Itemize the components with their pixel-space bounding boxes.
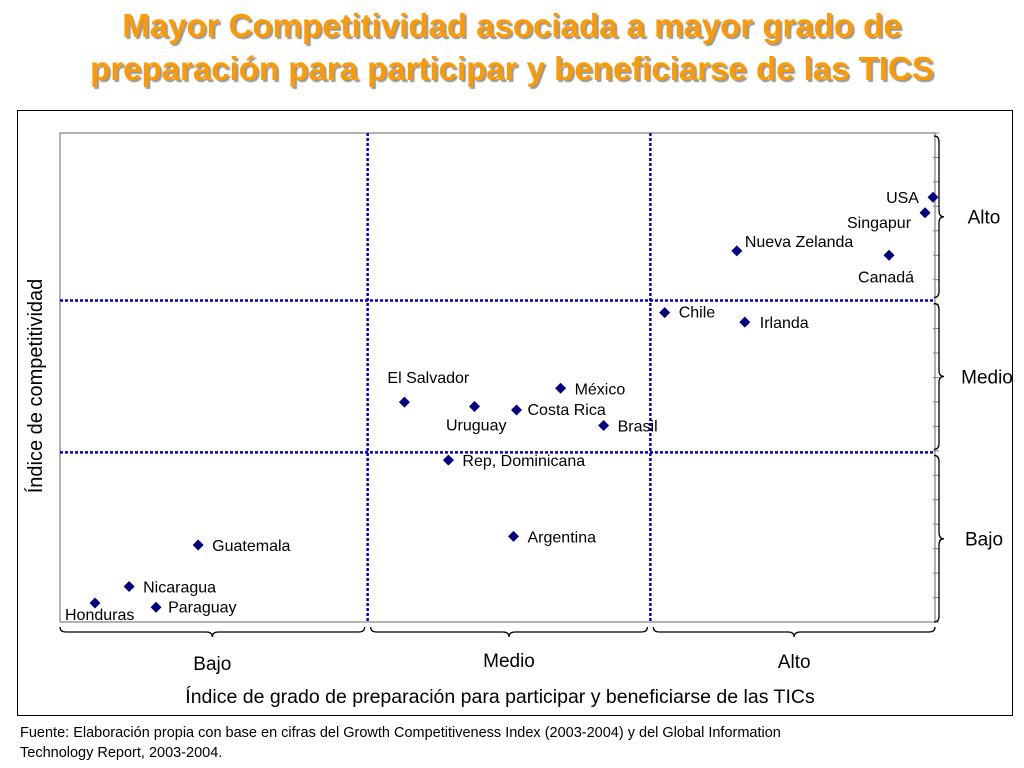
data-point-marker bbox=[927, 191, 939, 203]
data-point-label: Brasil bbox=[618, 419, 658, 436]
data-point-label: Nueva Zelanda bbox=[745, 234, 854, 251]
x-group-label: Medio bbox=[483, 651, 535, 672]
data-point-label: Canadá bbox=[858, 269, 914, 286]
x-group-bracket bbox=[370, 626, 649, 638]
data-point-marker bbox=[192, 539, 204, 551]
data-point-label: Costa Rica bbox=[527, 402, 605, 419]
data-point-label: Argentina bbox=[528, 529, 597, 546]
data-point-label: Nicaragua bbox=[143, 579, 216, 596]
x-group-label: Alto bbox=[778, 652, 811, 673]
data-point-marker bbox=[468, 400, 480, 412]
data-point-label: Rep, Dominicana bbox=[462, 453, 585, 470]
data-point-label: Irlanda bbox=[760, 315, 809, 332]
x-axis-label: Índice de grado de preparación para part… bbox=[185, 685, 815, 708]
data-point-label: Guatemala bbox=[212, 538, 290, 555]
group-brackets: Bajo Medio Alto Bajo Medio Alto bbox=[59, 135, 1013, 675]
data-point-marker bbox=[510, 404, 522, 416]
data-point-marker bbox=[398, 396, 410, 408]
data-point-marker bbox=[150, 601, 162, 613]
data-point-marker bbox=[883, 249, 895, 261]
chart-frame bbox=[17, 110, 1013, 716]
slide-title-line-1: Mayor Competitividad asociada a mayor gr… bbox=[122, 7, 902, 44]
data-point-marker bbox=[123, 580, 135, 592]
data-point-label: Uruguay bbox=[446, 417, 506, 434]
data-point-marker bbox=[739, 316, 751, 328]
data-point-marker bbox=[555, 382, 567, 394]
y-group-label: Alto bbox=[968, 208, 1001, 229]
data-point-label: El Salvador bbox=[387, 370, 469, 387]
y-group-label: Medio bbox=[961, 367, 1013, 388]
data-point-label: Honduras bbox=[65, 607, 134, 624]
plot-border bbox=[59, 132, 936, 623]
y-group-bracket bbox=[933, 135, 945, 299]
data-points: USA Singapur Nueva Zelanda Canadá Chile Irlan… bbox=[65, 190, 939, 624]
slide-title: Mayor Competitividad asociada a mayor gr… bbox=[0, 4, 1024, 90]
data-point-label: USA bbox=[886, 190, 919, 207]
plot-area bbox=[59, 132, 939, 623]
data-point-marker bbox=[731, 245, 743, 257]
x-group-label: Bajo bbox=[193, 654, 231, 675]
slide-title-line-2: preparación para participar y beneficiar… bbox=[90, 50, 934, 87]
data-point-marker bbox=[442, 454, 454, 466]
quadrant-dividers bbox=[60, 133, 935, 622]
y-group-bracket bbox=[933, 302, 945, 451]
y-group-bracket bbox=[933, 454, 945, 623]
source-note: Fuente: Elaboración propia con base en c… bbox=[20, 723, 1010, 763]
data-point-marker bbox=[659, 307, 671, 319]
data-point-marker bbox=[508, 530, 520, 542]
x-group-bracket bbox=[652, 626, 936, 638]
data-point-label: Chile bbox=[679, 305, 716, 322]
source-line-1: Fuente: Elaboración propia con base en c… bbox=[20, 725, 781, 741]
y-group-label: Bajo bbox=[965, 530, 1003, 551]
data-point-marker bbox=[919, 207, 931, 219]
data-point-label: Paraguay bbox=[168, 599, 237, 616]
data-point-label: México bbox=[575, 381, 626, 398]
x-group-bracket bbox=[59, 626, 366, 638]
source-line-2: Technology Report, 2003-2004. bbox=[20, 745, 223, 761]
data-point-marker bbox=[598, 420, 610, 432]
y-axis-label: Índice de competitividad bbox=[24, 279, 47, 494]
data-point-marker bbox=[89, 597, 101, 609]
data-point-label: Singapur bbox=[847, 215, 912, 232]
